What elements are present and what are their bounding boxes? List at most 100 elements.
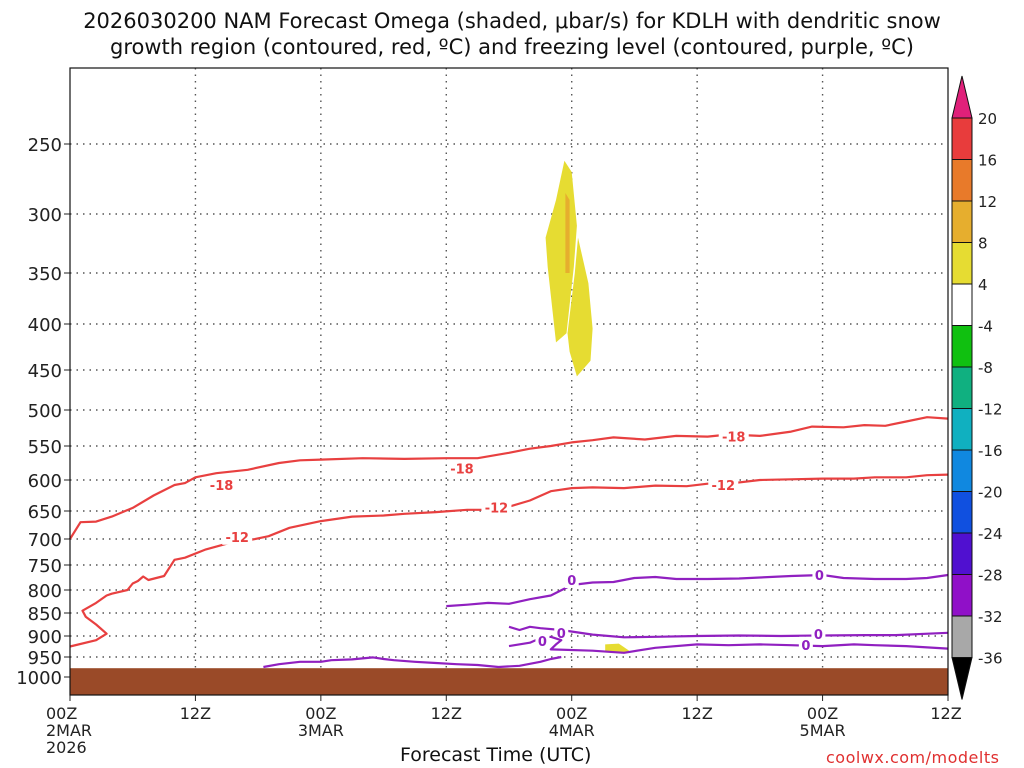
x-tick-label-72: 00Z — [807, 704, 838, 723]
x-tick-year-0: 2026 — [46, 738, 87, 757]
freezing-line-middle-label-bg-1 — [811, 626, 826, 643]
y-tick-label-950: 950 — [28, 648, 62, 669]
freezing-line-lower-line — [508, 635, 949, 654]
isotherm-minus-18-label-bg-2 — [718, 428, 749, 445]
freezing-line-middle-label-0: 0 — [557, 627, 566, 642]
ground — [70, 668, 948, 695]
y-tick-label-700: 700 — [28, 530, 62, 551]
x-tick-date-24: 3MAR — [298, 721, 344, 740]
freezing-line-middle-label-bg-0 — [554, 624, 569, 641]
colorbar-swatch-2 — [951, 159, 973, 202]
colorbar-bottom-arrow — [951, 657, 973, 700]
x-tick-label-60: 12Z — [681, 704, 712, 723]
colorbar-swatch-9 — [951, 449, 973, 492]
isotherm-minus-18-label-bg-1 — [446, 460, 477, 477]
isotherm-minus-12-label-bg-0 — [222, 528, 253, 545]
isotherm-minus-12-label-2: -12 — [712, 479, 736, 494]
x-axis-label: Forecast Time (UTC) — [400, 744, 592, 766]
ground-surface — [70, 668, 948, 695]
isotherm-minus-12-label-0: -12 — [225, 531, 249, 546]
isotherm-minus-12-label-bg-1 — [481, 499, 512, 516]
colorbar-label-3: 8 — [978, 235, 988, 253]
colorbar-label-11: -28 — [978, 567, 1003, 585]
colorbar-top-arrow — [951, 75, 973, 119]
x-tick-label-48: 00Z — [556, 704, 587, 723]
omega-shading — [545, 160, 630, 654]
freezing-line-upper-line — [446, 573, 949, 608]
colorbar-swatch-4 — [951, 242, 973, 285]
axes: 2503003504004505005506006507007508008509… — [16, 67, 962, 757]
isotherm-minus-18-label-0: -18 — [210, 479, 234, 494]
freezing-line-lower-label-0: 0 — [538, 635, 547, 650]
omega-plus-8-core — [565, 193, 570, 273]
chart-title-line2: growth region (contoured, red, ºC) and f… — [110, 35, 914, 59]
x-tick-date-48: 4MAR — [549, 721, 595, 740]
colorbar-label-9: -20 — [978, 484, 1003, 502]
y-tick-label-1000: 1000 — [16, 668, 62, 689]
colorbar-swatch-10 — [951, 491, 973, 534]
freezing-line-upper-label-1: 0 — [815, 569, 824, 584]
freezing-line-lower-label-bg-0 — [535, 633, 550, 650]
y-tick-label-800: 800 — [28, 581, 62, 602]
colorbar: 20 16 12 8 4 -4 -8 -12 -16 -20 -24 -28 -32 -36 — [951, 75, 1003, 700]
isotherm-minus-12-label-1: -12 — [485, 501, 509, 516]
colorbar-label-13: -36 — [978, 650, 1003, 668]
isotherm-minus-18-label-bg-0 — [206, 476, 237, 493]
x-tick-label-84: 12Z — [930, 704, 961, 723]
chart-title: 2026030200 NAM Forecast Omega (shaded, μ… — [0, 8, 1024, 60]
credit-text: coolwx.com/modelts — [826, 748, 1000, 767]
x-tick-label-0: 00Z — [46, 704, 77, 723]
omega-plus-4-lower — [567, 237, 593, 377]
isotherm-minus-18-label-2: -18 — [722, 431, 746, 446]
colorbar-swatch-6 — [951, 325, 973, 368]
colorbar-swatch-7 — [951, 366, 973, 409]
y-tick-label-350: 350 — [28, 264, 62, 285]
plot-frame — [69, 67, 949, 696]
y-tick-label-850: 850 — [28, 604, 62, 625]
colorbar-swatch-3 — [951, 200, 973, 243]
y-tick-label-550: 550 — [28, 437, 62, 458]
colorbar-label-5: -4 — [978, 318, 993, 336]
colorbar-label-1: 16 — [978, 152, 997, 170]
x-tick-date-72: 5MAR — [800, 721, 846, 740]
grid — [70, 68, 948, 695]
colorbar-label-0: 20 — [978, 110, 997, 128]
isotherm-minus-12-label-bg-2 — [708, 476, 739, 493]
y-tick-label-400: 400 — [28, 315, 62, 336]
colorbar-label-8: -16 — [978, 442, 1003, 460]
y-tick-label-650: 650 — [28, 502, 62, 523]
freezing-line-middle-line — [508, 625, 949, 639]
contours: -18-18-18-12-12-120 00 00 0 — [69, 416, 949, 669]
colorbar-swatch-8 — [951, 408, 973, 451]
freezing-line-upper-label-bg-1 — [812, 567, 827, 583]
isotherm-minus-18-label-1: -18 — [450, 462, 474, 477]
colorbar-swatch-5 — [951, 283, 973, 326]
freezing-line-upper-label-bg-0 — [564, 572, 579, 588]
isotherm-minus-12-line — [69, 473, 949, 648]
y-tick-label-900: 900 — [28, 627, 62, 648]
colorbar-label-7: -12 — [978, 401, 1003, 419]
chart-title-line1: 2026030200 NAM Forecast Omega (shaded, μ… — [83, 9, 941, 33]
y-tick-label-450: 450 — [28, 361, 62, 382]
y-tick-label-300: 300 — [28, 205, 62, 226]
colorbar-label-10: -24 — [978, 525, 1003, 543]
colorbar-label-12: -32 — [978, 608, 1003, 626]
colorbar-swatch-12 — [951, 574, 973, 617]
x-tick-label-12: 12Z — [180, 704, 211, 723]
colorbar-swatch-13 — [951, 615, 973, 658]
colorbar-label-6: -8 — [978, 359, 993, 377]
freezing-line-lower-label-bg-1 — [798, 636, 813, 653]
y-tick-label-750: 750 — [28, 556, 62, 577]
colorbar-swatch-11 — [951, 532, 973, 575]
x-tick-date-0: 2MAR — [46, 721, 92, 740]
freezing-line-surface-line — [263, 655, 562, 669]
y-tick-label-250: 250 — [28, 135, 62, 156]
y-tick-label-500: 500 — [28, 401, 62, 422]
x-tick-label-24: 00Z — [305, 704, 336, 723]
colorbar-label-2: 12 — [978, 193, 997, 211]
x-tick-label-36: 12Z — [431, 704, 462, 723]
colorbar-label-4: 4 — [978, 276, 988, 294]
colorbar-swatch-1 — [951, 117, 973, 160]
isotherm-minus-18-line — [69, 416, 949, 540]
